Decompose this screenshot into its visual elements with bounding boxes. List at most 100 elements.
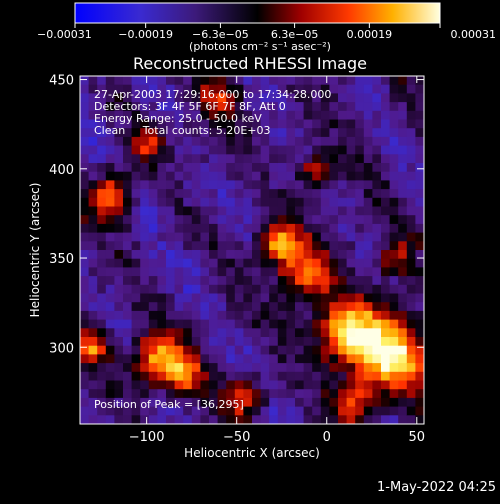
heatmap-cell [80,232,89,242]
heatmap-cell [217,189,227,199]
heatmap-cell [406,102,416,112]
heatmap-cell [389,345,399,355]
heatmap-cell [260,267,270,277]
heatmap-cell [269,76,279,86]
heatmap-cell [398,232,408,242]
heatmap-cell [363,128,373,138]
heatmap-cell [389,293,399,303]
heatmap-cell [329,76,339,86]
heatmap-cell [398,136,408,146]
heatmap-cell [226,110,236,120]
heatmap-cell [415,206,425,216]
heatmap-cell [329,206,339,216]
heatmap-cell [406,406,416,416]
heatmap-cell [286,215,296,225]
heatmap-cell [329,189,339,199]
heatmap-cell [415,354,425,364]
heatmap-cell [157,345,167,355]
heatmap-cell [312,415,322,425]
heatmap-cell [329,380,339,390]
heatmap-cell [381,276,390,286]
heatmap-cell [252,119,261,129]
heatmap-cell [346,119,356,129]
heatmap-cell [381,258,390,268]
heatmap-cell [209,119,218,129]
heatmap-cell [372,363,382,373]
heatmap-cell [88,284,98,294]
heatmap-cell [415,119,425,129]
heatmap-cell [381,215,390,225]
heatmap-cell [346,215,356,225]
heatmap-cell [355,389,365,399]
heatmap-cell [398,93,408,103]
heatmap-cell [363,371,373,381]
heatmap-cell [217,110,227,120]
heatmap-cell [217,241,227,251]
heatmap-cell [338,397,347,407]
heatmap-cell [226,154,236,164]
heatmap-cell [406,371,416,381]
heatmap-cell [320,215,330,225]
heatmap-cell [252,206,261,216]
heatmap-cell [277,250,287,260]
heatmap-cell [320,267,330,277]
heatmap-cell [217,197,227,207]
heatmap-cell [338,76,347,86]
heatmap-cell [286,76,296,86]
heatmap-cell [312,302,322,312]
heatmap-cell [140,171,150,181]
heatmap-cell [105,250,115,260]
heatmap-cell [80,302,89,312]
heatmap-cell [398,197,408,207]
heatmap-cell [277,84,287,94]
heatmap-cell [415,371,425,381]
heatmap-cell [295,84,304,94]
heatmap-cell [174,223,184,233]
heatmap-cell [363,250,373,260]
heatmap-cell [105,354,115,364]
heatmap-cell [226,406,236,416]
heatmap-cell [80,276,89,286]
heatmap-cell [260,232,270,242]
heatmap-cell [226,180,236,190]
heatmap-cell [140,310,150,320]
heatmap-cell [174,293,184,303]
heatmap-cell [114,293,124,303]
heatmap-cell [389,389,399,399]
heatmap-cell [329,389,339,399]
heatmap-cell [200,371,210,381]
heatmap-cell [260,223,270,233]
heatmap-cell [234,354,244,364]
heatmap-cell [346,110,356,120]
heatmap-cell [381,284,390,294]
heatmap-cell [174,363,184,373]
heatmap-cell [209,180,218,190]
heatmap-cell [269,345,279,355]
heatmap-cell [295,363,304,373]
heatmap-cell [320,76,330,86]
heatmap-cell [243,145,253,155]
heatmap-cell [80,319,89,329]
heatmap-cell [88,136,98,146]
heatmap-cell [243,250,253,260]
heatmap-cell [260,354,270,364]
heatmap-cell [200,232,210,242]
heatmap-cell [114,163,124,173]
heatmap-cell [105,84,115,94]
heatmap-cell [234,76,244,86]
annotation-time-range: 27-Apr-2003 17:29:16.000 to 17:34:28.000 [94,88,331,101]
heatmap-cell [174,136,184,146]
heatmap-cell [355,223,365,233]
heatmap-cell [355,371,365,381]
heatmap-cell [97,397,107,407]
heatmap-cell [398,110,408,120]
heatmap-cell [243,354,253,364]
heatmap-cell [398,302,408,312]
heatmap-cell [80,337,89,347]
heatmap-cell [157,302,167,312]
heatmap-cell [140,415,150,425]
heatmap-cell [88,145,98,155]
heatmap-cell [303,310,313,320]
heatmap-cell [80,102,89,112]
heatmap-cell [131,276,141,286]
